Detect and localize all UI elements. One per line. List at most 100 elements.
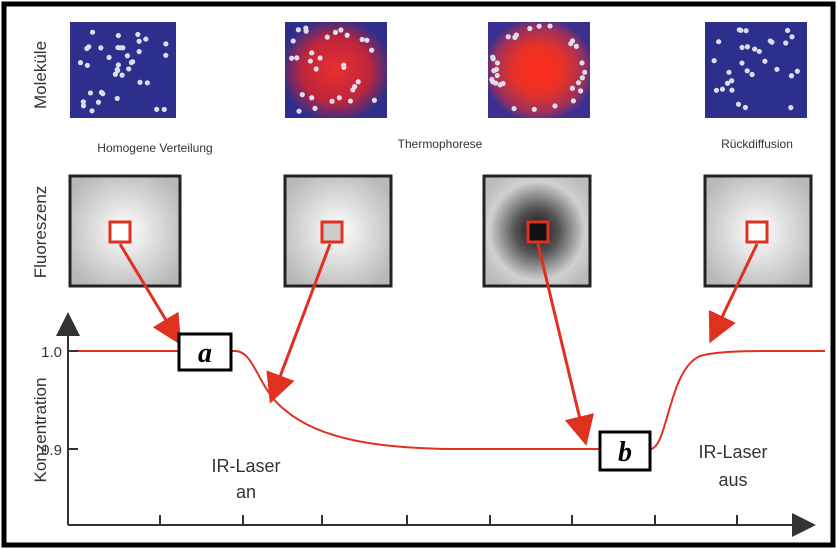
molecule	[570, 86, 575, 91]
molecule	[716, 39, 721, 44]
molecule	[296, 27, 301, 32]
molecule	[106, 55, 111, 60]
molecule	[96, 100, 101, 105]
molecule	[115, 96, 120, 101]
figure: Moleküle Fluoreszenz Konzentration Homog…	[0, 0, 837, 549]
molecule	[537, 24, 542, 29]
molecule	[745, 68, 750, 73]
roi	[747, 222, 767, 242]
molecule-panel	[285, 22, 387, 118]
molecule	[757, 49, 762, 54]
molecule	[774, 67, 779, 72]
plot: 1.0 0.9	[41, 316, 825, 525]
molecule	[364, 38, 369, 43]
molecule	[360, 37, 365, 42]
molecule	[571, 98, 576, 103]
molecule	[745, 44, 750, 49]
molecule	[580, 75, 585, 80]
molecule	[578, 88, 583, 93]
molecule	[303, 25, 308, 30]
molecule	[89, 108, 94, 113]
row-label: Fluoreszenz	[31, 186, 50, 279]
molecule	[494, 67, 499, 72]
molecule	[574, 44, 579, 49]
row-label: Konzentration	[31, 378, 50, 483]
molecule	[527, 26, 532, 31]
molecule	[547, 23, 552, 28]
molecule	[729, 88, 734, 93]
molecule	[788, 105, 793, 110]
y-tick-label: 1.0	[41, 344, 62, 361]
y-tick-label: 0.9	[41, 442, 62, 459]
molecule	[726, 70, 731, 75]
molecule	[291, 38, 296, 43]
molecule	[372, 98, 377, 103]
molecule	[743, 105, 748, 110]
molecule	[145, 80, 150, 85]
molecule	[116, 33, 121, 38]
molecule	[579, 60, 584, 65]
roi	[528, 222, 548, 242]
molecule-panel	[70, 22, 176, 118]
molecule	[314, 66, 319, 71]
molecule	[118, 45, 123, 50]
molecule	[356, 79, 361, 84]
molecule	[738, 28, 743, 33]
molecule	[116, 62, 121, 67]
annotation: aus	[718, 470, 747, 490]
molecule	[720, 87, 725, 92]
molecule	[500, 81, 505, 86]
molecule	[795, 69, 800, 74]
molecule	[296, 109, 301, 114]
marker-label: a	[198, 338, 212, 369]
molecule	[744, 28, 749, 33]
molecule	[318, 55, 323, 60]
caption: Rückdiffusion	[721, 137, 793, 151]
fluorescence-panels	[70, 176, 811, 286]
molecule	[126, 66, 131, 71]
molecule	[783, 40, 788, 45]
molecule	[154, 107, 159, 112]
molecule	[511, 106, 516, 111]
molecule	[789, 73, 794, 78]
molecule	[729, 78, 734, 83]
molecule	[143, 36, 148, 41]
annotation: an	[236, 482, 256, 502]
molecule	[99, 90, 104, 95]
molecule	[752, 46, 757, 51]
caption: Thermophorese	[398, 137, 483, 151]
molecule	[712, 58, 717, 63]
molecule	[333, 30, 338, 35]
molecule	[312, 106, 317, 111]
marker-label: b	[618, 437, 632, 468]
molecule	[736, 102, 741, 107]
molecule	[739, 45, 744, 50]
molecule	[137, 39, 142, 44]
molecule	[137, 80, 142, 85]
molecule	[352, 84, 357, 89]
molecule	[309, 50, 314, 55]
molecule	[162, 107, 167, 112]
molecule	[506, 34, 511, 39]
molecule	[85, 63, 90, 68]
molecule	[552, 103, 557, 108]
molecule	[81, 103, 86, 108]
molecule	[532, 107, 537, 112]
molecule-panels	[70, 22, 807, 118]
molecule	[348, 98, 353, 103]
molecule	[86, 44, 91, 49]
molecule	[113, 72, 118, 77]
x-ticks	[160, 515, 737, 525]
row-label: Moleküle	[31, 41, 50, 109]
molecule	[325, 35, 330, 40]
molecule	[88, 90, 93, 95]
molecule	[294, 55, 299, 60]
molecule	[137, 49, 142, 54]
molecule	[329, 99, 334, 104]
molecule	[789, 34, 794, 39]
caption: Homogene Verteilung	[97, 141, 212, 155]
molecule	[495, 73, 500, 78]
molecule	[749, 72, 754, 77]
molecule	[309, 95, 314, 100]
molecule	[163, 53, 168, 58]
